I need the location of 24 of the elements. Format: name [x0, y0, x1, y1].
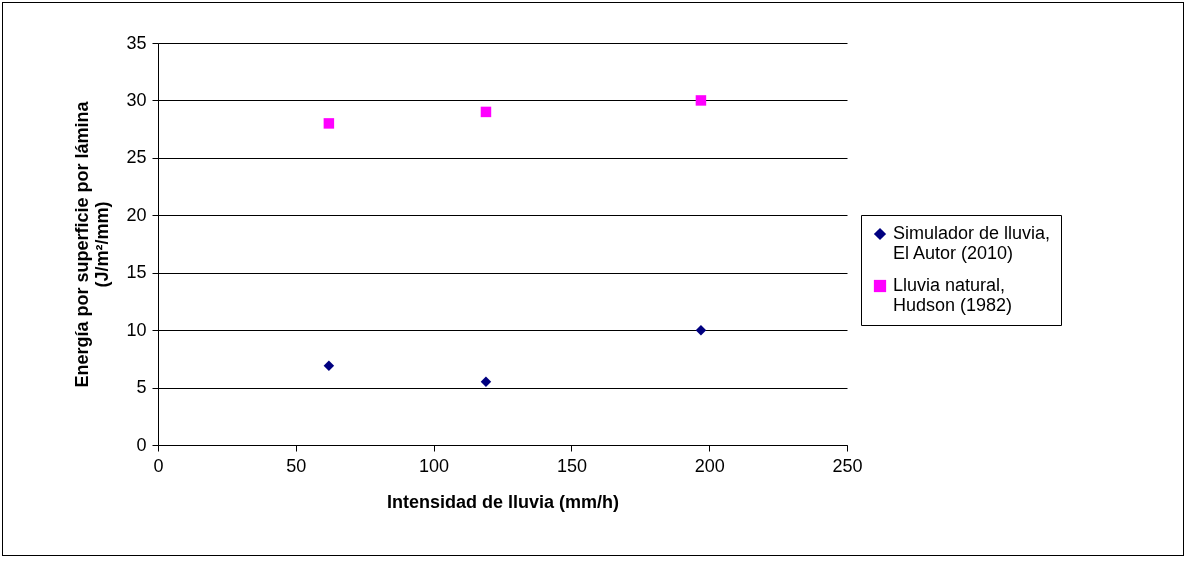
x-axis-title: Intensidad de lluvia (mm/h)	[386, 491, 620, 512]
x-tick-label: 100	[419, 455, 450, 476]
x-tick-label: 250	[832, 455, 863, 476]
y-tick-label: 30	[126, 89, 147, 110]
point	[695, 95, 707, 106]
y-tick-label: 25	[126, 147, 147, 168]
y-tick-label: 0	[136, 434, 147, 455]
y-tick-label: 5	[136, 377, 147, 398]
x-tick-label: 200	[694, 455, 725, 476]
legend-label: Lluvia natural, Hudson (1982)	[893, 275, 1013, 315]
point	[480, 376, 492, 388]
x-tick-label: 50	[286, 455, 307, 476]
y-axis-title: Energía por superficie por lámina (J/m²/mm)	[72, 100, 113, 388]
x-tick-label: 0	[153, 455, 164, 476]
y-tick-label: 20	[126, 204, 147, 225]
legend-label: Simulador de lluvia, El Autor (2010)	[893, 223, 1051, 263]
point	[480, 106, 492, 118]
point	[323, 360, 335, 371]
point	[695, 324, 707, 336]
y-tick-label: 35	[126, 32, 147, 53]
y-tick-label: 15	[126, 262, 147, 283]
point	[323, 118, 335, 129]
y-tick-label: 10	[126, 319, 147, 340]
x-tick-label: 150	[556, 455, 587, 476]
